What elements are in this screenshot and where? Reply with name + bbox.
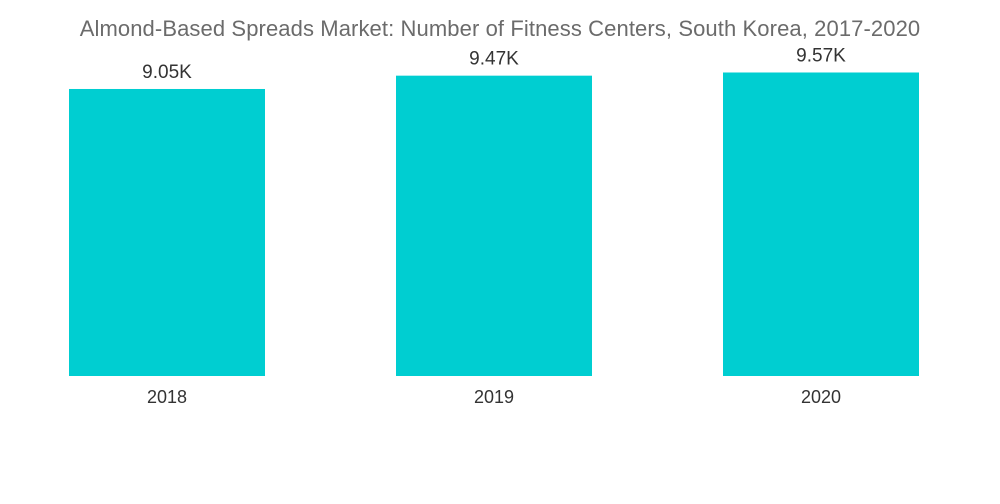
x-tick-label-2020: 2020	[801, 387, 841, 407]
bar-2018	[69, 88, 265, 376]
labels-layer: 9.05K 2018 9.47K 2019 9.57K 2020	[142, 45, 846, 407]
x-tick-label-2018: 2018	[147, 387, 187, 407]
value-label-2020: 9.57K	[796, 45, 846, 66]
bar-2020	[723, 72, 919, 376]
bars-layer	[69, 72, 919, 376]
value-label-2018: 9.05K	[142, 62, 192, 83]
value-label-2019: 9.47K	[469, 49, 519, 70]
x-tick-label-2019: 2019	[474, 387, 514, 407]
bar-2019	[396, 75, 592, 376]
chart-title: Almond-Based Spreads Market: Number of F…	[79, 16, 921, 41]
